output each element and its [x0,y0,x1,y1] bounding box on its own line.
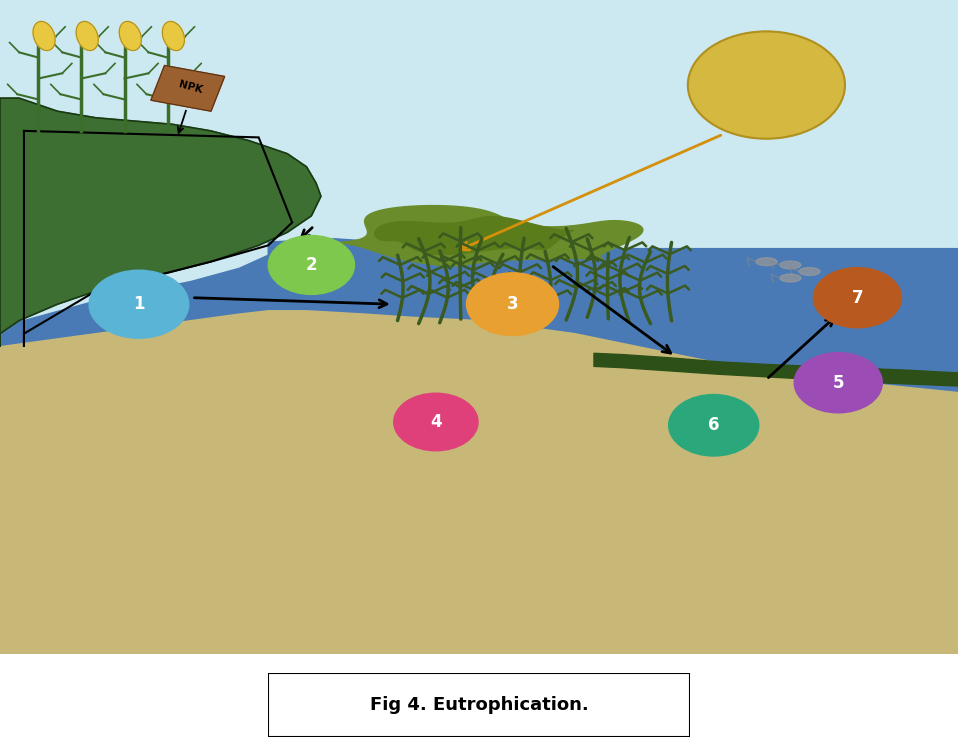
Polygon shape [0,239,958,654]
Ellipse shape [780,261,801,269]
Text: 2: 2 [306,256,317,274]
Ellipse shape [756,258,777,265]
Circle shape [794,353,882,413]
Polygon shape [0,311,958,654]
Ellipse shape [33,22,56,50]
Polygon shape [150,65,225,111]
Text: NPK: NPK [177,79,204,95]
Text: 6: 6 [708,417,719,434]
Circle shape [813,268,901,328]
Circle shape [467,273,559,335]
Ellipse shape [76,22,99,50]
Text: 7: 7 [852,289,863,307]
FancyBboxPatch shape [268,673,690,737]
Text: Fig 4. Eutrophication.: Fig 4. Eutrophication. [370,696,588,714]
Polygon shape [325,205,643,265]
Circle shape [688,32,845,138]
Text: 5: 5 [833,374,844,392]
Ellipse shape [119,22,142,50]
Text: 1: 1 [133,296,145,314]
Circle shape [268,235,354,295]
Ellipse shape [162,22,185,50]
Ellipse shape [799,268,820,275]
Circle shape [669,395,759,456]
Text: 4: 4 [430,413,442,431]
Polygon shape [375,217,574,254]
Text: 3: 3 [507,296,518,314]
Circle shape [394,393,478,450]
Circle shape [89,270,189,338]
Ellipse shape [780,274,801,282]
Polygon shape [594,353,958,386]
Polygon shape [0,98,321,347]
